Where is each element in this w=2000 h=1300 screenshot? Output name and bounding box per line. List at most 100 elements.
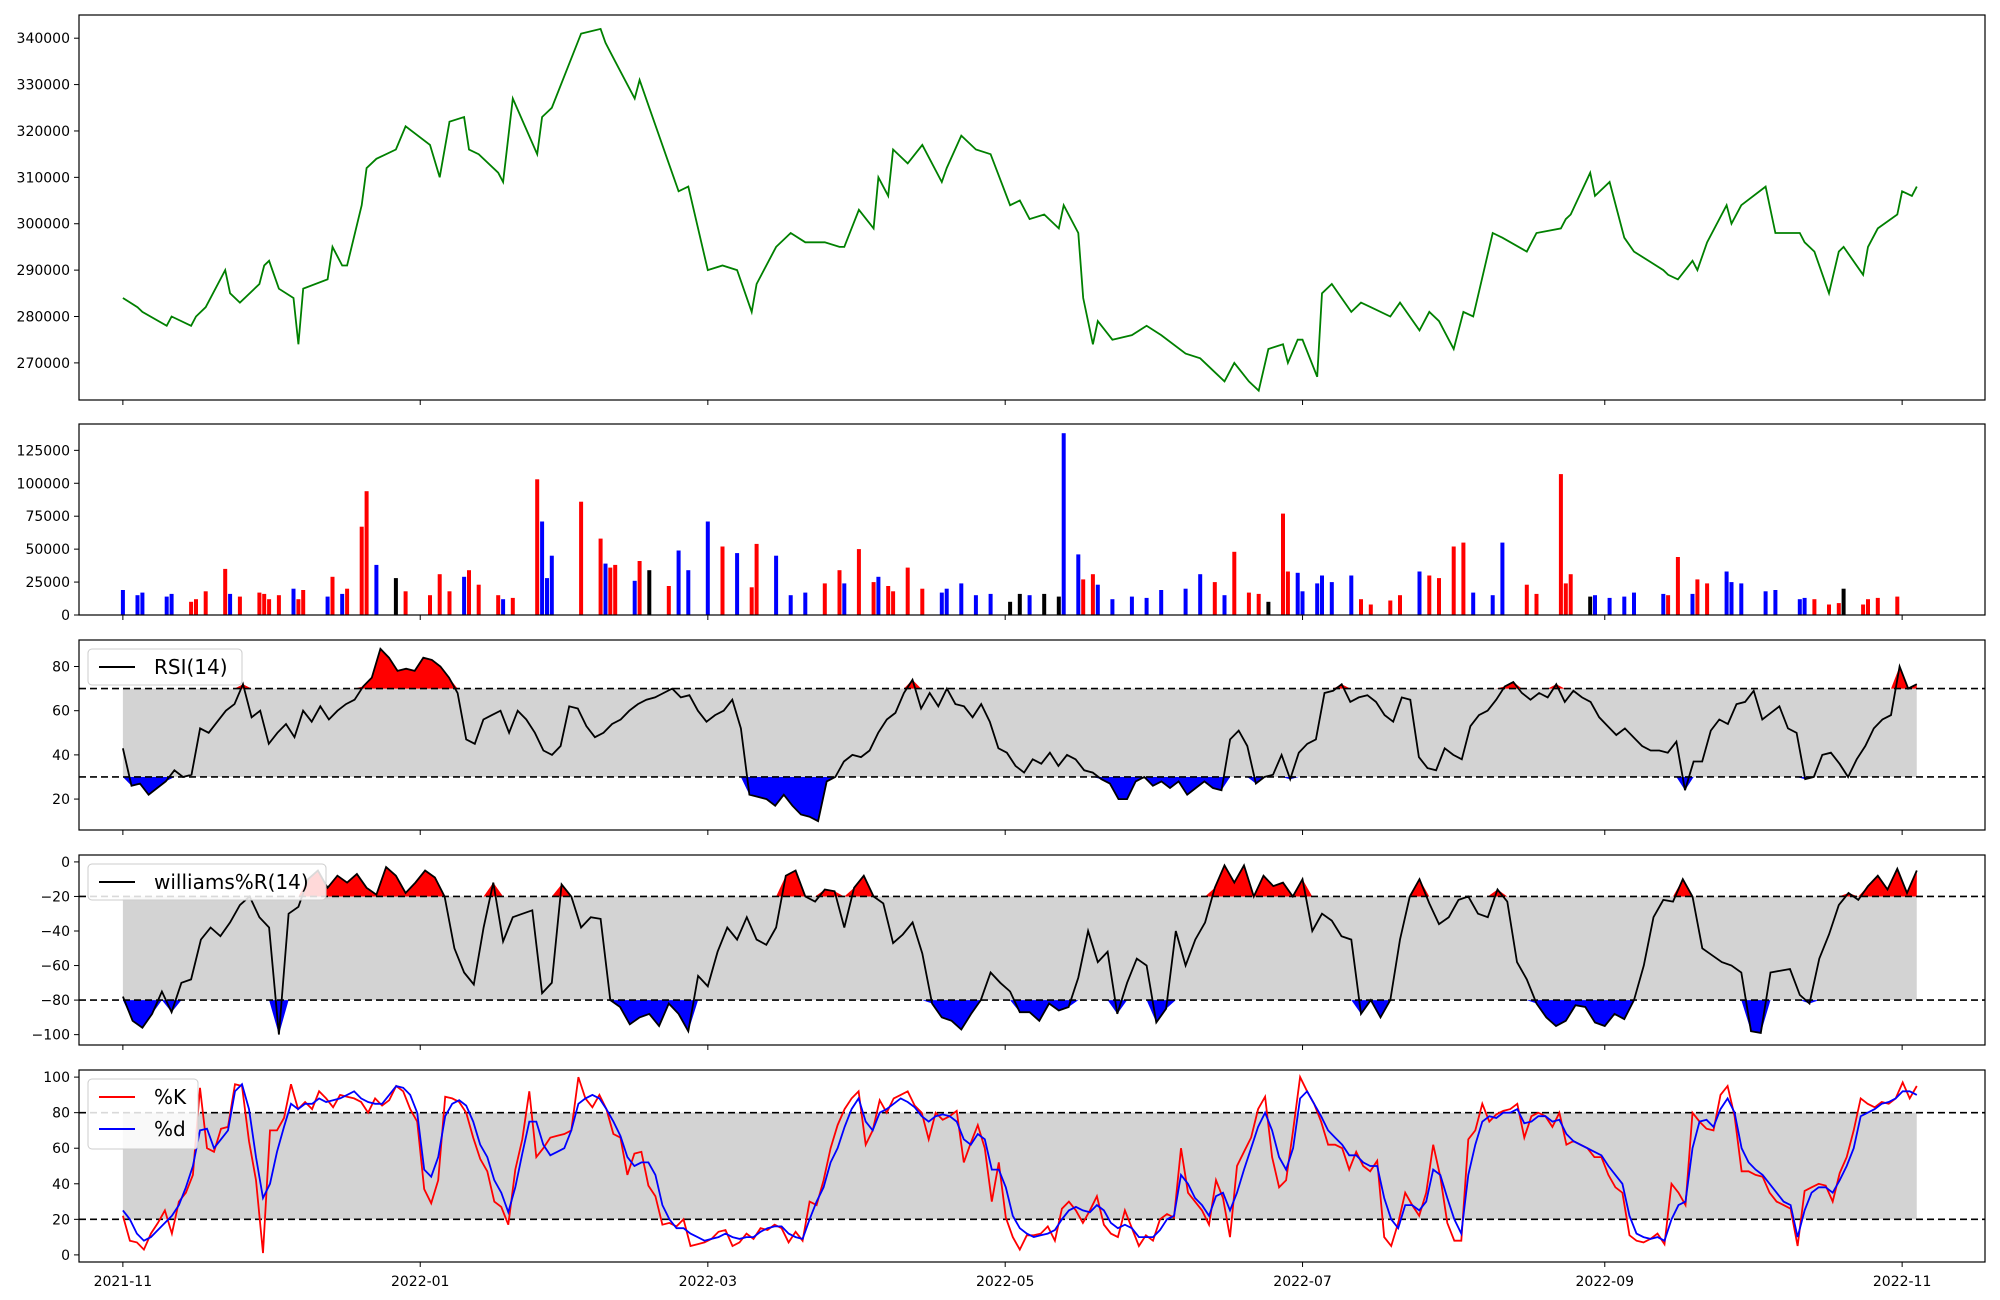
volume-bar [1349, 575, 1354, 615]
price-y-tick-label: 270000 [17, 356, 70, 372]
volume-bar [1802, 597, 1807, 615]
volume-bar [598, 538, 603, 615]
volume-bar [189, 601, 194, 615]
volume-bar [1368, 604, 1373, 615]
volume-bar [301, 590, 306, 615]
volume-bar [1632, 592, 1636, 615]
volume-bar [803, 592, 808, 615]
volume-bar [1763, 591, 1768, 615]
stochastic-neutral-band [122, 1112, 1917, 1220]
williams-y-axis: 0 −20 −40 −60 −80 −100 [32, 855, 79, 1044]
volume-bar [169, 593, 174, 615]
volume-bar [1320, 575, 1324, 615]
volume-y-tick-label: 25000 [25, 575, 70, 591]
x-tick-label: 2022-03 [679, 1274, 738, 1290]
stochastic-y-tick-label: 60 [52, 1141, 70, 1157]
x-tick-label: 2021-11 [94, 1274, 153, 1290]
williams-y-tick-label: −60 [40, 959, 70, 975]
volume-bar [325, 596, 330, 615]
volume-bar [891, 591, 896, 615]
volume-bar [1812, 599, 1817, 615]
volume-bar [510, 597, 515, 615]
volume-bar [871, 582, 876, 615]
volume-bar [666, 586, 671, 615]
stochastic-y-tick-label: 0 [61, 1248, 70, 1264]
volume-bar [276, 595, 281, 615]
volume-bar [1300, 591, 1305, 615]
rsi-y-tick-label: 60 [52, 704, 70, 720]
volume-bar [120, 590, 125, 615]
volume-bar [462, 576, 467, 615]
stochastic-line-d [122, 1082, 1918, 1242]
price-frame [78, 14, 1986, 401]
volume-bar [842, 583, 847, 615]
volume-bar [1042, 593, 1047, 615]
price-y-tick-label: 320000 [17, 124, 70, 140]
volume-bar [340, 593, 345, 615]
williams-y-tick-label: 0 [61, 855, 70, 871]
stochastic-y-tick-label: 40 [52, 1177, 70, 1193]
price-y-tick-label: 310000 [17, 170, 70, 186]
rsi-y-axis: 20 40 60 80 [52, 660, 79, 808]
volume-bar [330, 576, 335, 615]
volume-bar [1866, 599, 1870, 615]
volume-bar [1836, 603, 1841, 615]
volume-bar [1797, 599, 1802, 615]
volume-bar [720, 546, 725, 615]
volume-y-tick-label: 50000 [25, 542, 70, 558]
williams-legend-label: williams%R(14) [154, 870, 309, 894]
volume-bar [1675, 557, 1680, 615]
volume-y-tick-label: 125000 [17, 443, 70, 459]
rsi-legend-box [87, 648, 243, 686]
volume-bar [1451, 546, 1456, 615]
volume-bar [545, 578, 549, 615]
volume-bar [428, 595, 432, 615]
volume-bar [1329, 582, 1334, 615]
x-tick-label: 2022-01 [391, 1274, 450, 1290]
volume-bar [1724, 571, 1729, 615]
volume-bar [973, 595, 978, 615]
volume-bar [920, 588, 925, 615]
volume-bar [237, 596, 242, 615]
price-y-tick-label: 330000 [17, 78, 70, 94]
price-y-axis: 270000 280000 290000 300000 310000 320000 3300… [17, 31, 79, 372]
volume-bar [262, 593, 267, 615]
volume-bar [1593, 595, 1597, 615]
williams-legend: williams%R(14) [87, 863, 327, 901]
volume-bar [608, 567, 613, 615]
rsi-overbought-fill [122, 648, 1917, 689]
volume-bar [296, 599, 301, 615]
volume-bar [837, 570, 842, 615]
volume-bar [345, 588, 350, 615]
stochastic-legend: %K %d [87, 1078, 199, 1150]
volume-bar [1461, 542, 1466, 615]
volume-bar [291, 588, 296, 615]
x-tick-label: 2022-11 [1873, 1274, 1932, 1290]
volume-bar [822, 583, 827, 615]
rsi-y-tick-label: 80 [52, 660, 70, 676]
stochastic-legend-label: %K [154, 1085, 187, 1109]
volume-bar [535, 479, 540, 615]
volume-bar [1061, 433, 1066, 615]
volume-bar [393, 578, 398, 615]
volume-bar [447, 591, 452, 615]
volume-bar [1076, 554, 1081, 615]
volume-bar [939, 592, 944, 615]
volume-bar [1690, 593, 1695, 615]
volume-bar [1739, 583, 1744, 615]
volume-bar [1588, 596, 1593, 615]
volume-bar [140, 592, 145, 615]
volume-bar [1875, 597, 1880, 615]
stochastic-line-k [122, 1074, 1918, 1254]
volume-bar [476, 584, 481, 615]
x-tick-label: 2022-09 [1576, 1274, 1635, 1290]
volume-bar [1895, 596, 1900, 615]
volume-bar [1232, 551, 1237, 615]
volume-bar [856, 549, 861, 615]
volume-bar [1827, 604, 1831, 615]
volume-bar [1256, 593, 1261, 615]
volume-bar [1705, 583, 1710, 615]
volume-bar [540, 521, 545, 615]
stochastic-y-tick-label: 100 [43, 1070, 70, 1086]
